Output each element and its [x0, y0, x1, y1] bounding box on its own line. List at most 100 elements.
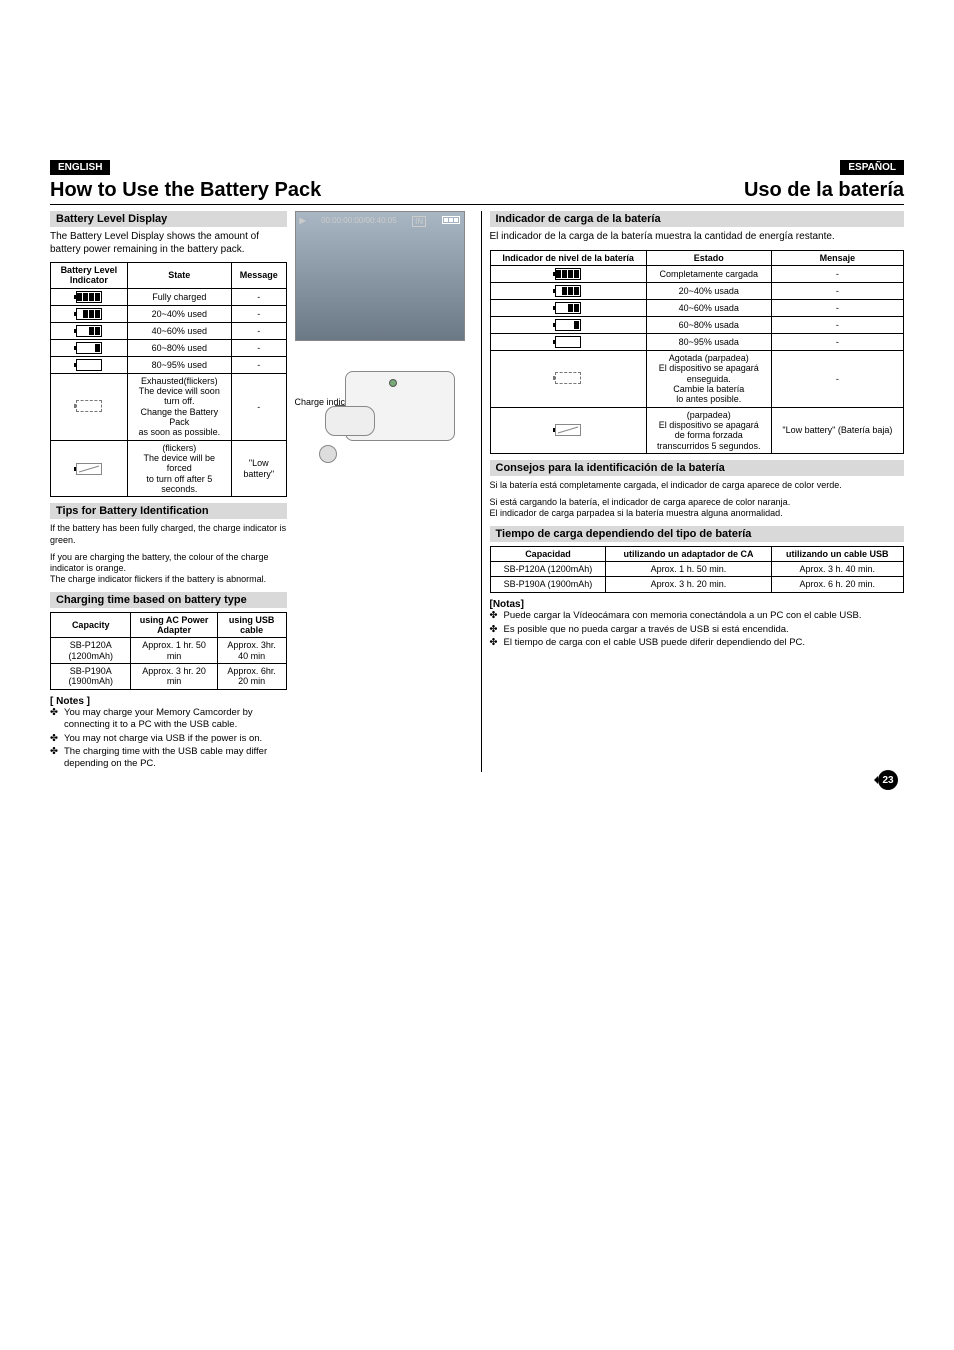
state-cell: 60~80% usada: [646, 316, 771, 333]
en-sec3-head: Charging time based on battery type: [50, 592, 287, 608]
battery-icon: [76, 291, 102, 303]
es-t2-r2c3: Aprox. 6 h. 20 min.: [771, 577, 903, 592]
en-t2-r2c2: Approx. 3 hr. 20 min: [131, 664, 217, 690]
en-charging-table: Capacity using AC Power Adapter using US…: [50, 612, 287, 690]
state-cell: 20~40% used: [127, 305, 231, 322]
es-note-1: Puede cargar la Vídeocámara con memoria …: [490, 610, 905, 622]
lang-badge-es: ESPAÑOL: [840, 160, 904, 175]
battery-indicator-cell: [51, 356, 128, 373]
column-english: Battery Level Display The Battery Level …: [50, 211, 465, 772]
page-number-bubble: 23: [878, 770, 898, 790]
table-row: 60~80% usada-: [490, 316, 904, 333]
battery-icon: [555, 268, 581, 280]
battery-icon: [555, 319, 581, 331]
en-note-1: You may charge your Memory Camcorder by …: [50, 707, 287, 731]
battery-indicator-cell: [490, 333, 646, 350]
message-cell: -: [231, 373, 286, 440]
es-sec2-head: Consejos para la identificación de la ba…: [490, 460, 905, 476]
battery-icon: [555, 336, 581, 348]
table-row: 20~40% used-: [51, 305, 287, 322]
charge-indicator-led: [389, 379, 397, 387]
message-cell: -: [771, 350, 903, 407]
state-cell: 60~80% used: [127, 339, 231, 356]
es-t2-r1c1: SB-P120A (1200mAh): [490, 562, 606, 577]
table-row: 60~80% used-: [51, 339, 287, 356]
es-s2-p1: Si la batería está completamente cargada…: [490, 480, 905, 491]
battery-icon-exhausted: [555, 372, 581, 384]
battery-icon-empty: [76, 463, 102, 475]
es-sec3-head: Tiempo de carga dependiendo del tipo de …: [490, 526, 905, 542]
en-t1-h3: Message: [231, 263, 286, 289]
en-s2-p2: If you are charging the battery, the col…: [50, 552, 287, 575]
title-en: How to Use the Battery Pack: [50, 179, 321, 204]
es-battery-table: Indicador de nivel de la batería Estado …: [490, 250, 905, 454]
en-t2-r1c2: Approx. 1 hr. 50 min: [131, 638, 217, 664]
es-t1-h2: Estado: [646, 250, 771, 265]
message-cell: -: [231, 305, 286, 322]
message-cell: "Low battery": [231, 440, 286, 497]
center-graphic: ▶ 00:00:00:00/00:40:05 IN Charge indicat…: [295, 211, 465, 772]
battery-icon-exhausted: [76, 400, 102, 412]
battery-icon-empty: [555, 424, 581, 436]
osd-time: 00:00:00:00/00:40:05: [321, 216, 397, 227]
message-cell: -: [771, 316, 903, 333]
table-row: 20~40% usada-: [490, 282, 904, 299]
osd-in-icon: IN: [412, 216, 426, 227]
en-s2-p1: If the battery has been fully charged, t…: [50, 523, 287, 546]
title-es: Uso de la batería: [744, 179, 904, 204]
column-spanish: Indicador de carga de la batería El indi…: [481, 211, 905, 772]
en-battery-table: Battery Level Indicator State Message Fu…: [50, 262, 287, 497]
es-t2-h1: Capacidad: [490, 546, 606, 561]
table-row: 40~60% usada-: [490, 299, 904, 316]
battery-icon: [76, 359, 102, 371]
en-t2-r2c1: SB-P190A (1900mAh): [51, 664, 131, 690]
battery-indicator-cell: [490, 407, 646, 453]
state-cell: (flickers) The device will be forced to …: [127, 440, 231, 497]
en-notes-head: [ Notes ]: [50, 696, 287, 707]
en-sec2-head: Tips for Battery Identification: [50, 503, 287, 519]
battery-icon: [555, 285, 581, 297]
es-note-3: El tiempo de carga con el cable USB pued…: [490, 637, 905, 649]
message-cell: -: [231, 288, 286, 305]
message-cell: -: [771, 282, 903, 299]
battery-indicator-cell: [490, 316, 646, 333]
message-cell: -: [231, 339, 286, 356]
en-t2-h2: using AC Power Adapter: [131, 612, 217, 638]
state-cell: 40~60% usada: [646, 299, 771, 316]
en-s2-p3: The charge indicator flickers if the bat…: [50, 574, 287, 585]
es-notes-head: [Notas]: [490, 599, 905, 610]
table-row: Fully charged-: [51, 288, 287, 305]
es-t2-h2: utilizando un adaptador de CA: [606, 546, 771, 561]
en-t2-r1c1: SB-P120A (1200mAh): [51, 638, 131, 664]
osd-rec-icon: ▶: [300, 216, 306, 227]
en-note-2: You may not charge via USB if the power …: [50, 733, 287, 745]
osd-battery-icon: [442, 216, 460, 224]
es-t2-r2c1: SB-P190A (1900mAh): [490, 577, 606, 592]
table-row: Agotada (parpadea) El dispositivo se apa…: [490, 350, 904, 407]
table-row: 80~95% usada-: [490, 333, 904, 350]
message-cell: -: [771, 299, 903, 316]
es-t2-r1c2: Aprox. 1 h. 50 min.: [606, 562, 771, 577]
battery-indicator-cell: [51, 440, 128, 497]
message-cell: -: [771, 265, 903, 282]
en-t1-h1: Battery Level Indicator: [51, 263, 128, 289]
message-cell: -: [771, 333, 903, 350]
table-row: Exhausted(flickers) The device will soon…: [51, 373, 287, 440]
lcd-preview: ▶ 00:00:00:00/00:40:05 IN: [295, 211, 465, 341]
battery-icon: [76, 308, 102, 320]
state-cell: Exhausted(flickers) The device will soon…: [127, 373, 231, 440]
battery-icon: [555, 302, 581, 314]
en-t2-r1c3: Approx. 3hr. 40 min: [217, 638, 286, 664]
state-cell: (parpadea) El dispositivo se apagará de …: [646, 407, 771, 453]
es-sec1-head: Indicador de carga de la batería: [490, 211, 905, 227]
table-row: Completamente cargada-: [490, 265, 904, 282]
table-row: 80~95% used-: [51, 356, 287, 373]
camcorder-diagram: Charge indicator: [295, 351, 465, 471]
message-cell: -: [231, 356, 286, 373]
en-note-3: The charging time with the USB cable may…: [50, 746, 287, 770]
en-sec1-para: The Battery Level Display shows the amou…: [50, 231, 287, 256]
es-note-2: Es posible que no pueda cargar a través …: [490, 624, 905, 636]
en-t1-h2: State: [127, 263, 231, 289]
battery-indicator-cell: [51, 373, 128, 440]
en-notes-list: You may charge your Memory Camcorder by …: [50, 707, 287, 770]
